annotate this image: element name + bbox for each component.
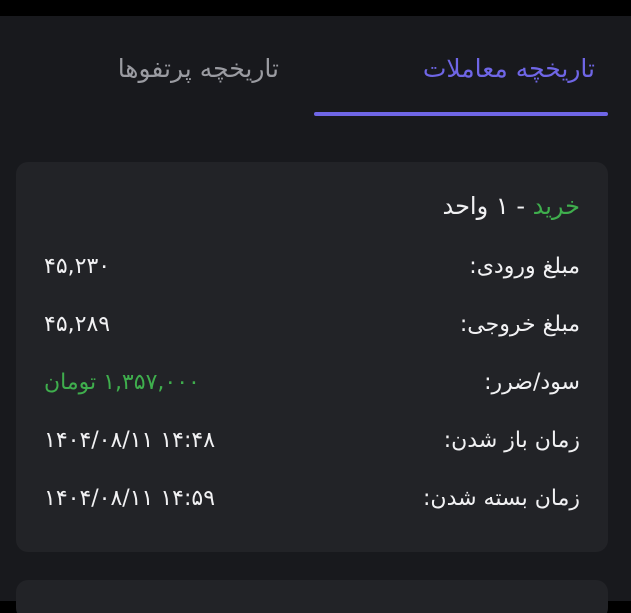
trade-quantity: - ۱ واحد: [442, 192, 525, 220]
entry-amount-label: مبلغ ورودی:: [469, 254, 580, 279]
screen: تاریخچه معاملات تاریخچه پرتفوها خرید - ۱…: [0, 16, 631, 613]
exit-amount-row: مبلغ خروجی: ۴۵,۲۸۹: [44, 312, 580, 342]
exit-amount-label: مبلغ خروجی:: [459, 312, 580, 337]
trade-title: خرید - ۱ واحد: [442, 192, 580, 220]
open-time-row: زمان باز شدن: ۱۴۰۴/۰۸/۱۱ ۱۴:۴۸: [44, 428, 580, 458]
trade-side: خرید: [532, 192, 580, 220]
close-time-row: زمان بسته شدن: ۱۴۰۴/۰۸/۱۱ ۱۴:۵۹: [44, 486, 580, 516]
next-trade-card[interactable]: [16, 580, 608, 613]
profit-loss-value: ۱,۳۵۷,۰۰۰ تومان: [44, 370, 200, 395]
profit-loss-row: سود/ضرر: ۱,۳۵۷,۰۰۰ تومان: [44, 370, 580, 400]
open-time-label: زمان باز شدن:: [443, 428, 580, 453]
entry-amount-value: ۴۵,۲۳۰: [44, 254, 111, 279]
tab-bar: تاریخچه معاملات تاریخچه پرتفوها: [0, 16, 631, 116]
tab-portfolio-history[interactable]: تاریخچه پرتفوها: [117, 54, 279, 83]
active-tab-indicator: [314, 112, 608, 116]
close-time-value: ۱۴۰۴/۰۸/۱۱ ۱۴:۵۹: [44, 486, 216, 511]
close-time-label: زمان بسته شدن:: [423, 486, 580, 511]
entry-amount-row: مبلغ ورودی: ۴۵,۲۳۰: [44, 254, 580, 284]
exit-amount-value: ۴۵,۲۸۹: [44, 312, 111, 337]
open-time-value: ۱۴۰۴/۰۸/۱۱ ۱۴:۴۸: [44, 428, 216, 453]
trade-card[interactable]: خرید - ۱ واحد مبلغ ورودی: ۴۵,۲۳۰ مبلغ خرو…: [16, 162, 608, 552]
profit-loss-label: سود/ضرر:: [484, 370, 580, 395]
tab-trade-history[interactable]: تاریخچه معاملات: [422, 54, 595, 83]
